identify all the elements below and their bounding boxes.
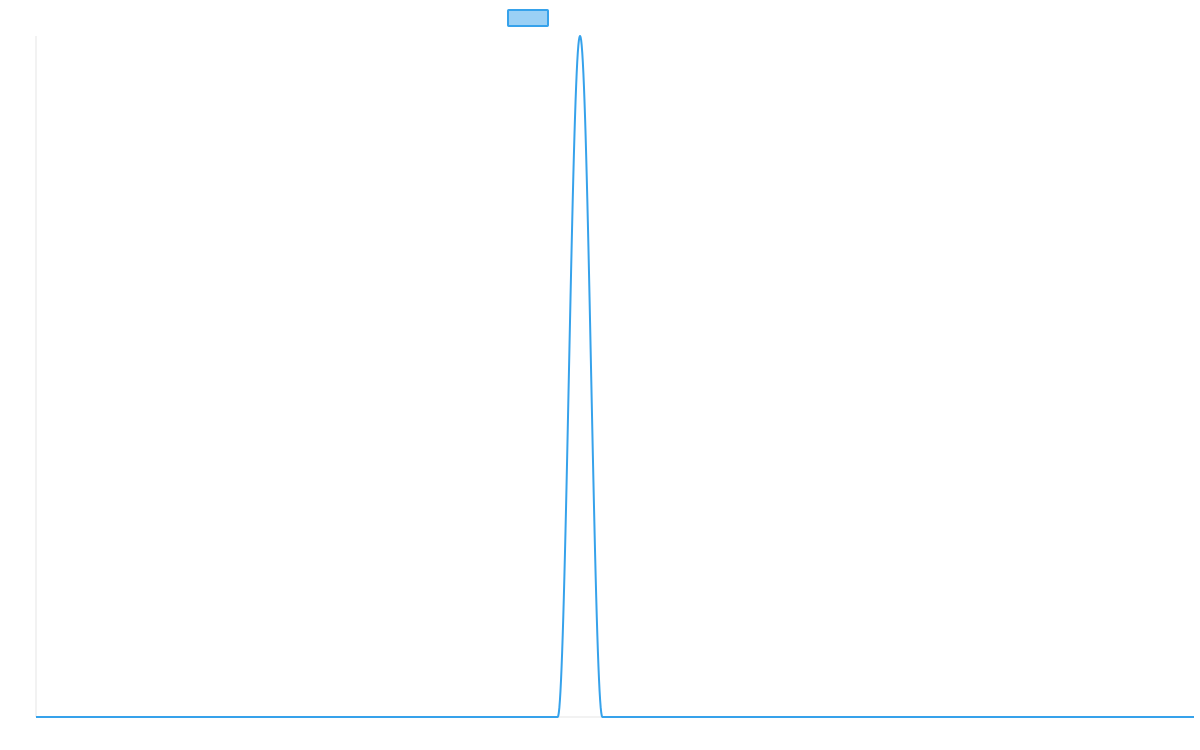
legend[interactable] xyxy=(507,9,549,27)
series-line xyxy=(36,35,1194,718)
legend-swatch[interactable] xyxy=(507,9,549,27)
